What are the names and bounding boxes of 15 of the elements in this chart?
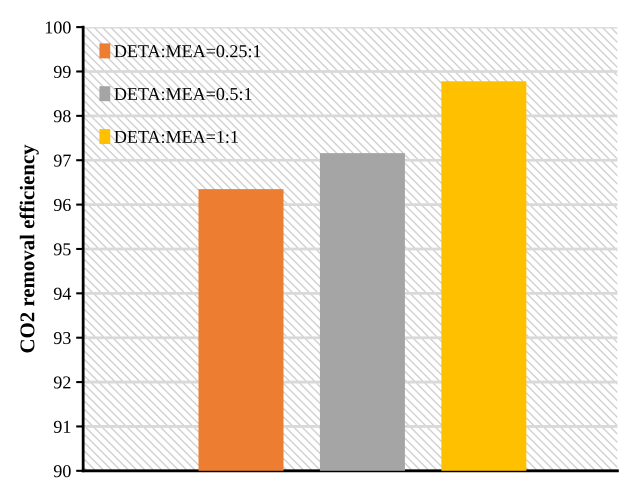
legend-label: DETA:MEA=0.5:1 [114, 88, 252, 100]
legend-label: DETA:MEA=1:1 [114, 130, 238, 144]
y-tick-label: 94 [54, 288, 72, 300]
y-tick-label: 98 [54, 110, 71, 122]
y-tick-label: 91 [54, 420, 70, 433]
y-tick-label: 93 [54, 332, 71, 344]
legend-label: DETA:MEA=0.25:1 [114, 45, 260, 58]
y-tick-label: 100 [46, 21, 71, 34]
y-tick-label: 95 [54, 243, 71, 256]
y-tick-label: 90 [54, 465, 71, 478]
y-axis-title: CO2 removal efficiency [20, 144, 39, 352]
y-tick-label: 92 [54, 376, 70, 389]
y-tick-label: 99 [54, 66, 71, 78]
y-tick-label: 96 [54, 198, 71, 212]
y-tick-label: 97 [54, 154, 71, 167]
